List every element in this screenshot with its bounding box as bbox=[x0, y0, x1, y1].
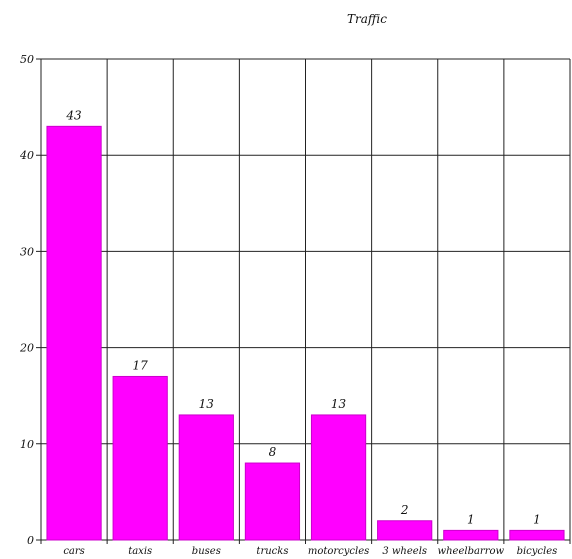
labels: 0102030405043cars17taxis13buses8trucks13… bbox=[19, 53, 557, 557]
bars bbox=[46, 125, 565, 541]
data-label: 8 bbox=[269, 445, 277, 459]
data-label: 13 bbox=[331, 397, 347, 411]
bar-wheelbarrow bbox=[443, 529, 499, 541]
bar-taxis bbox=[112, 375, 168, 541]
data-label: 1 bbox=[467, 512, 475, 526]
y-tick-label: 30 bbox=[20, 245, 34, 258]
x-tick-label: bicycles bbox=[517, 546, 558, 557]
x-tick-label: motorcycles bbox=[308, 546, 369, 557]
y-tick-label: 50 bbox=[20, 53, 34, 66]
bar-trucks bbox=[244, 462, 301, 541]
bar-motorcycles bbox=[310, 414, 367, 541]
bar-3-wheels bbox=[377, 520, 433, 541]
y-tick-label: 10 bbox=[20, 438, 34, 451]
bar-buses bbox=[178, 414, 234, 541]
bar-cars bbox=[46, 125, 102, 541]
y-tick-label: 20 bbox=[19, 342, 34, 355]
x-tick-label: trucks bbox=[256, 546, 288, 557]
x-tick-label: cars bbox=[63, 546, 84, 557]
data-label: 17 bbox=[133, 358, 149, 372]
x-tick-label: wheelbarrow bbox=[438, 546, 505, 557]
y-tick-label: 0 bbox=[27, 534, 34, 547]
data-label: 13 bbox=[199, 397, 215, 411]
data-label: 43 bbox=[65, 108, 82, 122]
x-tick-label: 3 wheels bbox=[382, 546, 427, 557]
grid bbox=[36, 58, 571, 544]
x-tick-label: buses bbox=[192, 546, 221, 557]
y-tick-label: 40 bbox=[19, 149, 34, 162]
x-tick-label: taxis bbox=[128, 546, 152, 557]
data-label: 1 bbox=[533, 512, 541, 526]
chart-title: Traffic bbox=[347, 12, 387, 26]
data-label: 2 bbox=[400, 503, 409, 517]
bar-bicycles bbox=[509, 529, 565, 541]
